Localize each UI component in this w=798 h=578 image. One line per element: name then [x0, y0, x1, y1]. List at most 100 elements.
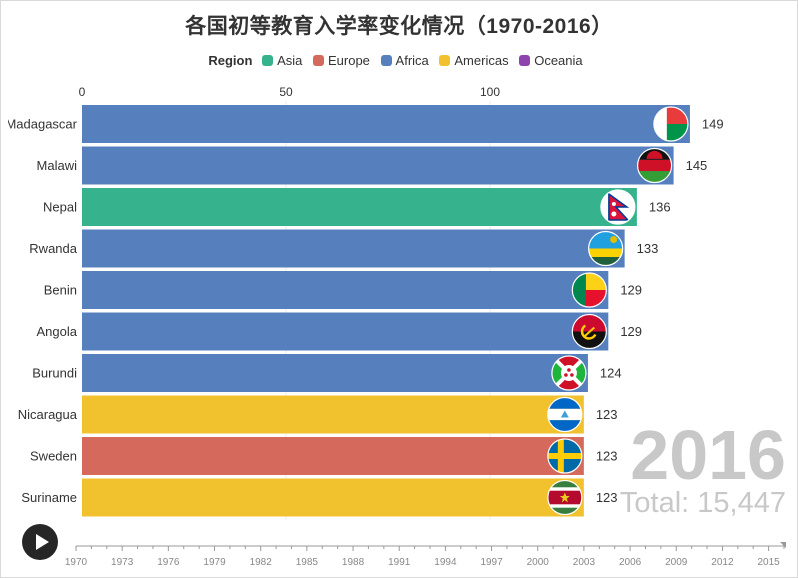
legend-item-oceania[interactable]: Oceania	[519, 53, 583, 68]
bar-group: Burundi 124	[32, 354, 622, 392]
value-label: 124	[600, 366, 622, 381]
timeline-tick-label: 1997	[480, 557, 503, 568]
flag-border	[588, 230, 624, 267]
flag-border	[547, 438, 583, 474]
resize-corner-icon	[780, 542, 786, 548]
bar-group: Suriname 123	[21, 478, 618, 517]
legend-label: Oceania	[534, 53, 583, 68]
timeline-tick-label: 1973	[111, 557, 134, 568]
legend-item-africa[interactable]: Africa	[380, 53, 429, 68]
nicaragua-flag	[547, 397, 582, 432]
flag-border	[636, 147, 673, 184]
timeline-tick-label: 1976	[157, 557, 180, 568]
bar-group: Nepal 136	[43, 188, 671, 226]
timeline-tick-label: 1994	[434, 557, 457, 568]
legend-label: Africa	[395, 53, 429, 68]
total-label: Total: 15,447	[619, 487, 786, 519]
flag-border	[653, 106, 689, 142]
value-label: 136	[649, 200, 671, 215]
malawi-flag	[637, 148, 672, 183]
bar	[82, 312, 609, 351]
flag-border	[547, 479, 583, 516]
timeline-tick-label: 1970	[65, 557, 88, 568]
bar	[82, 146, 674, 185]
timeline-tick-label: 1985	[296, 557, 319, 568]
legend-swatch	[519, 55, 531, 66]
burundi-flag	[551, 356, 586, 390]
value-label: 133	[637, 241, 659, 256]
flag-border	[600, 189, 636, 225]
category-label: Malawi	[37, 158, 78, 173]
category-label: Suriname	[21, 490, 77, 505]
x-tick-label: 100	[480, 85, 500, 99]
bar	[82, 354, 588, 392]
current-year-label: 2016	[630, 416, 786, 494]
bar-group: Rwanda 133	[29, 229, 659, 268]
legend-item-asia[interactable]: Asia	[262, 53, 302, 68]
legend-swatch	[380, 55, 392, 66]
chart-title: 各国初等教育入学率变化情况（1970-2016）	[185, 15, 613, 38]
value-label: 149	[702, 117, 724, 132]
value-label: 123	[596, 449, 618, 464]
bar	[82, 271, 609, 309]
bar	[82, 105, 690, 143]
timeline-tick-label: 2012	[711, 557, 734, 568]
bar	[82, 229, 625, 268]
timeline-tick-label: 2009	[665, 557, 688, 568]
category-label: Nicaragua	[18, 407, 78, 422]
bar-group: Madagascar 149	[5, 105, 724, 143]
madagascar-flag	[653, 107, 688, 141]
category-label: Nepal	[43, 200, 77, 215]
category-label: Sweden	[30, 449, 77, 464]
bar-group: Malawi 145	[37, 146, 708, 185]
timeline-tick-label: 1982	[250, 557, 273, 568]
legend-swatch	[439, 55, 451, 66]
x-tick-label: 0	[79, 85, 86, 99]
legend: Region Asia Europe Africa Americas Ocean…	[0, 53, 798, 68]
flag-border	[551, 355, 587, 391]
bar	[82, 395, 584, 434]
flag-border	[571, 272, 607, 308]
category-label: Benin	[44, 283, 77, 298]
sweden-flag	[547, 439, 582, 473]
legend-label: Asia	[277, 53, 303, 68]
legend-item-americas[interactable]: Americas	[439, 53, 509, 68]
value-label: 123	[596, 490, 618, 505]
legend-label: Americas	[454, 53, 509, 68]
bar	[82, 478, 584, 517]
legend-title: Region	[208, 53, 253, 68]
legend-label: Europe	[327, 53, 370, 68]
value-label: 129	[620, 283, 642, 298]
flag-border	[571, 313, 607, 350]
play-icon	[36, 534, 49, 550]
suriname-flag	[547, 480, 582, 515]
legend-item-europe[interactable]: Europe	[312, 53, 370, 68]
legend-swatch	[262, 55, 274, 66]
value-label: 145	[686, 158, 708, 173]
value-label: 123	[596, 407, 618, 422]
x-tick-label: 50	[279, 85, 293, 99]
category-label: Rwanda	[29, 241, 77, 256]
category-label: Angola	[37, 324, 78, 339]
timeline-tick-label: 1991	[388, 557, 411, 568]
angola-flag	[572, 314, 607, 349]
bar-group: Sweden 123	[30, 437, 618, 475]
category-label: Burundi	[32, 366, 77, 381]
timeline-tick-label: 2003	[573, 557, 596, 568]
timeline-tick-label: 1988	[342, 557, 365, 568]
flag-border	[547, 396, 583, 433]
play-button[interactable]	[22, 524, 58, 560]
timeline-tick-label: 1979	[203, 557, 226, 568]
bar	[82, 437, 584, 475]
timeline-tick-label: 2000	[527, 557, 550, 568]
bar-group: Benin 129	[44, 271, 642, 309]
legend-swatch	[312, 55, 324, 66]
timeline-tick-label: 2006	[619, 557, 642, 568]
rwanda-flag	[588, 231, 623, 266]
bar	[82, 188, 637, 226]
bar-group: Nicaragua 123	[18, 395, 618, 434]
nepal-flag	[600, 190, 635, 224]
timeline-tick-label: 2015	[757, 557, 780, 568]
category-label: Madagascar	[5, 117, 77, 132]
